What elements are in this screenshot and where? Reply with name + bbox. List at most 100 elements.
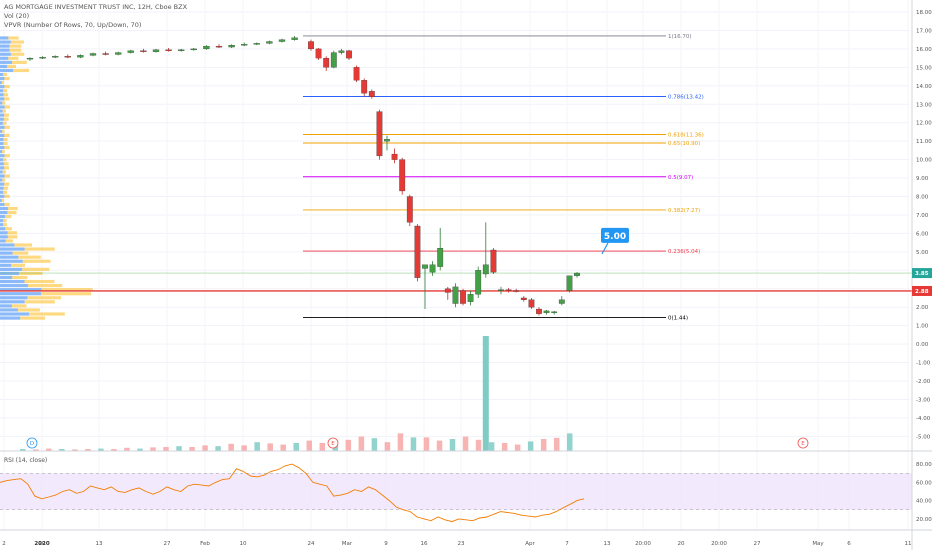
candle-body — [26, 57, 34, 60]
vpvr-row-down — [4, 97, 10, 101]
candle-body — [152, 49, 160, 52]
candle-body — [215, 45, 223, 48]
volume-bar — [358, 436, 365, 451]
fib-level-label: 0.382(7.27) — [668, 208, 700, 214]
vpvr-row-down — [7, 235, 18, 239]
candle-body — [64, 56, 71, 58]
vpvr-row-down — [3, 162, 9, 166]
vpvr-row-up — [0, 308, 18, 312]
vpvr-row-down — [5, 239, 13, 243]
candle-body — [475, 270, 482, 295]
volume-bar — [397, 433, 404, 451]
event-marker-label: E — [331, 441, 335, 447]
candle-body — [102, 53, 109, 55]
earnings-marker[interactable] — [797, 437, 809, 449]
volume-bar — [527, 441, 534, 451]
vpvr-row-up — [0, 243, 15, 247]
candle-body — [140, 50, 147, 52]
volume-bar — [462, 436, 469, 451]
volume-bar — [345, 439, 352, 451]
vpvr-row-up — [0, 182, 5, 186]
vpvr-row-down — [2, 219, 7, 223]
vpvr-row-up — [0, 72, 4, 77]
vpvr-row-up — [0, 186, 4, 190]
vpvr-row-up — [0, 235, 8, 239]
price-tick-label: -2.00 — [916, 379, 931, 385]
event-marker-label: D — [30, 441, 34, 447]
candle-body — [278, 39, 286, 42]
vpvr-row-down — [40, 292, 92, 296]
price-tick-label: -4.00 — [916, 416, 931, 422]
candle-body — [77, 55, 84, 58]
time-tick-label: May — [812, 541, 824, 547]
price-tick-label: 11.00 — [916, 139, 932, 145]
vpvr-row-up — [0, 125, 5, 129]
volume-profile — [0, 36, 93, 320]
dividend-marker[interactable] — [26, 437, 38, 449]
candle-body — [520, 297, 527, 300]
candle-body — [437, 248, 444, 267]
price-tick-label: 0.00 — [916, 342, 929, 348]
vpvr-row-up — [0, 154, 5, 158]
vpvr-row-up — [0, 194, 5, 198]
vpvr-row-up — [0, 231, 8, 235]
candle-body — [115, 52, 122, 55]
candle-body — [444, 288, 451, 293]
vpvr-row-up — [0, 304, 12, 308]
vpvr-row-down — [2, 150, 5, 154]
vpvr-row-up — [0, 247, 25, 251]
vpvr-row-up — [0, 109, 3, 113]
candle-body — [89, 53, 97, 56]
candle-body — [528, 299, 535, 308]
fibonacci-levels[interactable]: 1(16.70) 0.786(13.42) 0.618(11.36) 0.65(10.… — [0, 34, 912, 322]
price-tick-label: 15.00 — [916, 65, 932, 71]
candle-body — [203, 45, 210, 50]
vol-indicator-label[interactable]: Vol (20) — [4, 12, 30, 20]
price-tick-label: 5.00 — [916, 250, 929, 256]
candle-body — [422, 264, 428, 269]
vpvr-row-up — [0, 129, 3, 133]
vpvr-row-up — [0, 36, 9, 40]
vpvr-row-up — [0, 174, 5, 178]
volume-bar — [293, 443, 299, 451]
vpvr-row-down — [12, 275, 28, 280]
price-tick-label: 8.00 — [916, 195, 929, 201]
rsi-pane[interactable]: RSI (14, close) 80.00 60.00 40.00 20.00 — [0, 457, 932, 523]
price-callout[interactable] — [601, 227, 629, 243]
volume-bar — [475, 439, 482, 451]
vpvr-row-up — [0, 85, 5, 89]
vpvr-row-up — [0, 255, 19, 259]
vpvr-indicator-label[interactable]: VPVR (Number Of Rows, 70, Up/Down, 70) — [4, 21, 142, 29]
time-tick-label: 27 — [164, 541, 171, 547]
vpvr-row-up — [0, 44, 10, 48]
price-tick-label: 16.00 — [916, 47, 932, 53]
vpvr-row-up — [0, 316, 21, 320]
last-price-tag-label: 3.85 — [915, 271, 929, 277]
vpvr-row-down — [8, 36, 19, 40]
volume-bar — [482, 336, 489, 451]
vpvr-row-up — [0, 219, 3, 223]
candle-body — [178, 49, 185, 51]
vpvr-row-down — [13, 68, 30, 73]
price-tick-label: 1.00 — [916, 324, 929, 330]
vpvr-row-down — [4, 133, 10, 138]
earnings-marker[interactable] — [327, 437, 339, 449]
vpvr-row-down — [2, 109, 6, 113]
vpvr-row-down — [27, 283, 63, 288]
rsi-tick-label: 60.00 — [916, 480, 932, 486]
vpvr-row-down — [4, 76, 10, 81]
vpvr-row-up — [0, 64, 8, 69]
vpvr-row-down — [4, 166, 9, 170]
vpvr-row-down — [4, 145, 10, 150]
vpvr-row-down — [10, 52, 25, 56]
vpvr-row-down — [41, 288, 93, 292]
vpvr-row-up — [0, 133, 5, 138]
volume-bar — [501, 443, 508, 451]
candle-body — [346, 50, 352, 59]
chart-title: AG MORTGAGE INVESTMENT TRUST INC, 12H, C… — [4, 3, 188, 11]
price-tick-label: -1.00 — [916, 361, 931, 367]
candle-body — [505, 289, 512, 291]
